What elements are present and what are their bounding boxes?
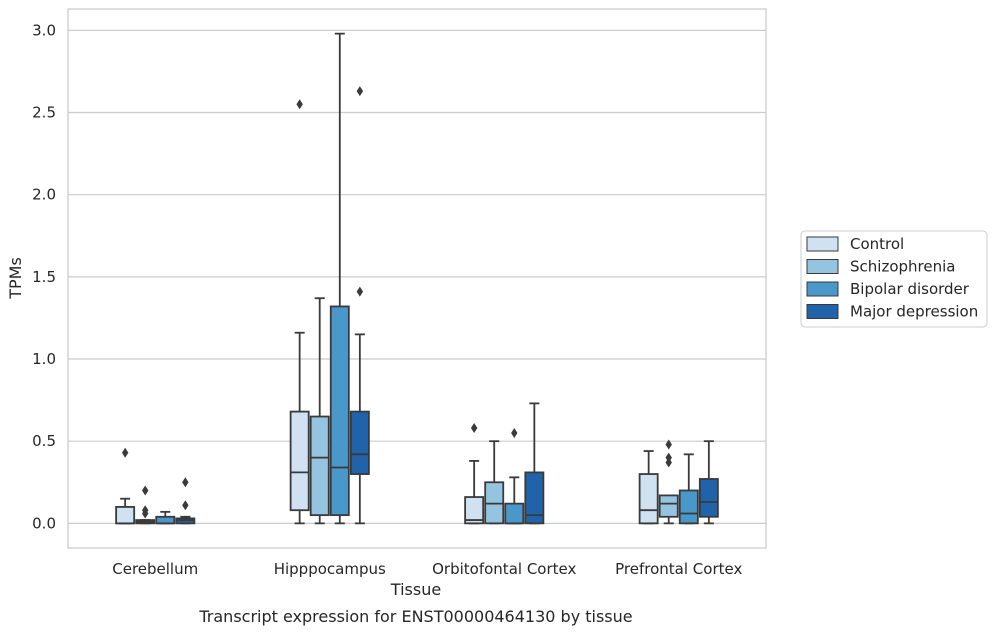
box-groups xyxy=(115,32,719,525)
x-tick-labels: Cerebellum Hipppocampus Orbitofontal Corte… xyxy=(112,560,742,578)
legend-label: Schizophrenia xyxy=(850,258,955,276)
box-rect xyxy=(289,410,310,512)
legend-swatch xyxy=(806,304,839,319)
outlier-point xyxy=(142,485,149,496)
box-0-2 xyxy=(155,510,176,525)
box-3-2 xyxy=(678,453,699,525)
outlier-point xyxy=(665,452,672,463)
legend-swatch xyxy=(806,259,839,274)
legend-label: Bipolar disorder xyxy=(850,280,970,298)
legend: Control Schizophrenia Bipolar disorder Majo… xyxy=(800,230,988,328)
legend-swatch xyxy=(806,236,839,252)
y-tick-label: 2.0 xyxy=(32,186,56,204)
box-rect xyxy=(464,496,485,525)
grid-lines xyxy=(68,29,766,524)
box-rect xyxy=(504,502,525,525)
outlier-point xyxy=(356,286,364,297)
box-0-0 xyxy=(115,447,136,525)
x-tick-label: Cerebellum xyxy=(112,560,198,578)
box-2-2 xyxy=(504,427,525,525)
y-tick-labels: 0.0 0.5 1.0 1.5 2.0 2.5 3.0 xyxy=(32,21,56,532)
box-0-1 xyxy=(135,485,156,525)
box-3-3 xyxy=(698,440,719,525)
y-tick-label: 1.5 xyxy=(32,268,56,286)
outlier-point xyxy=(182,500,189,511)
box-2-3 xyxy=(524,402,545,525)
legend-label: Major depression xyxy=(850,303,978,321)
box-2-0 xyxy=(464,423,485,525)
outlier-point xyxy=(665,439,672,450)
box-rect xyxy=(329,305,350,517)
outlier-point xyxy=(296,99,303,110)
outlier-point xyxy=(142,505,149,516)
x-tick-label: Prefrontal Cortex xyxy=(615,560,742,578)
legend-swatch xyxy=(806,281,839,297)
box-rect xyxy=(678,489,699,525)
box-1-1 xyxy=(309,297,330,525)
box-2-1 xyxy=(484,440,505,525)
legend-items: Control Schizophrenia Bipolar disorder Majo… xyxy=(806,235,978,321)
box-rect xyxy=(698,478,719,518)
y-tick-label: 1.0 xyxy=(32,350,56,368)
box-rect xyxy=(658,494,679,518)
legend-frame xyxy=(800,230,988,328)
box-rect xyxy=(309,415,330,517)
outlier-point xyxy=(470,423,478,434)
box-1-2 xyxy=(329,32,350,525)
chart-caption: Transcript expression for ENST0000046413… xyxy=(198,607,632,626)
box-rect xyxy=(524,471,545,525)
y-tick-label: 2.5 xyxy=(32,104,56,122)
box-3-0 xyxy=(638,450,659,525)
box-1-0 xyxy=(289,99,310,525)
outlier-point xyxy=(182,477,189,488)
box-rect xyxy=(115,506,136,525)
box-1-3 xyxy=(349,86,370,525)
y-axis-title: TPMs xyxy=(6,257,25,300)
outlier-point xyxy=(356,86,364,97)
legend-label: Control xyxy=(850,235,904,253)
x-axis-title: Tissue xyxy=(390,580,441,599)
x-tick-label: Orbitofontal Cortex xyxy=(432,560,576,578)
box-rect xyxy=(349,410,370,475)
x-tick-label: Hipppocampus xyxy=(274,560,386,578)
plot-background xyxy=(68,9,766,548)
box-3-1 xyxy=(658,439,679,525)
box-rect xyxy=(155,515,176,525)
outlier-point xyxy=(511,427,518,438)
plot-frame xyxy=(67,8,767,549)
box-rect xyxy=(638,473,659,525)
box-0-3 xyxy=(175,477,196,525)
y-tick-label: 0.0 xyxy=(32,514,56,532)
outlier-point xyxy=(121,447,129,458)
y-tick-label: 3.0 xyxy=(32,21,56,39)
y-tick-label: 0.5 xyxy=(32,432,56,450)
